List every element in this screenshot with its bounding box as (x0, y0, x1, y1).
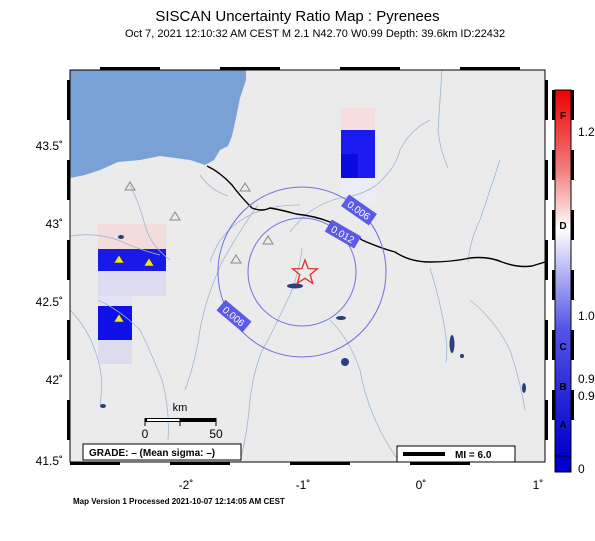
lat-tick: 42.5˚ (36, 295, 63, 309)
uncertainty-grid (98, 108, 375, 364)
colorbar-value: 0.9 (578, 389, 595, 403)
grid-cell (98, 296, 132, 306)
scale-zero: 0 (142, 427, 149, 441)
contour-outer (217, 186, 387, 358)
svg-text:MI = 6.0: MI = 6.0 (455, 450, 492, 461)
grid-cell (341, 108, 375, 130)
station-markers (124, 181, 274, 264)
rivers (70, 70, 526, 462)
lon-tick: -1˚ (296, 478, 311, 492)
station-markers-active (113, 254, 155, 323)
lon-tick: -2˚ (179, 478, 194, 492)
colorbar-value: 0.9 (578, 372, 595, 386)
grid-cell (341, 178, 375, 202)
triangle-icon (239, 182, 251, 192)
lat-tick: 42˚ (46, 373, 63, 387)
grid-cell (341, 154, 358, 178)
longitude-axis: -2˚ -1˚ 0˚ 1˚ (179, 478, 544, 492)
lon-tick: 1˚ (533, 478, 544, 492)
lake (341, 358, 349, 366)
event-summary: Oct 7, 2021 12:10:32 AM CEST M 2.1 N42.7… (124, 28, 506, 40)
lat-tick: 43˚ (46, 217, 63, 231)
triangle-icon (113, 313, 125, 323)
triangle-icon (113, 254, 125, 264)
colorbar-value: 1.0 (578, 309, 595, 323)
colorbar-value: 0 (578, 462, 585, 476)
triangle-icon (143, 257, 155, 267)
mi-legend: MI = 6.0 (396, 445, 516, 462)
lake (449, 335, 455, 353)
grid-cell (98, 306, 132, 340)
grade-box: GRADE: – (Mean sigma: –) (82, 443, 242, 461)
map-version-footer: Map Version 1 Processed 2021-10-07 12:14… (73, 497, 285, 506)
uncertainty-contours (217, 186, 387, 358)
map-title: SISCAN Uncertainty Ratio Map : Pyrenees (155, 8, 440, 25)
lat-tick: 43.5˚ (36, 139, 63, 153)
colorbar-letter: B (559, 382, 566, 393)
contour-inner (247, 217, 357, 327)
colorbar-value: 1.2 (578, 125, 595, 139)
scale-max: 50 (209, 427, 223, 441)
grid-cell (98, 249, 166, 271)
lake (118, 235, 124, 239)
star-icon (290, 258, 320, 285)
colorbar-letter: A (559, 420, 566, 431)
latitude-axis: 43.5˚ 43˚ 42.5˚ 42˚ 41.5˚ (36, 139, 63, 468)
grid-cell (98, 340, 132, 364)
lat-tick: 41.5˚ (36, 454, 63, 468)
scale-unit: km (173, 402, 188, 414)
colorbar: F D C B A 1.2 1.0 0.9 0.9 0 (552, 89, 595, 476)
colorbar-letter: D (559, 221, 566, 232)
triangle-icon (169, 211, 181, 221)
scale-bar: km 0 50 (142, 402, 223, 441)
triangle-icon (230, 254, 242, 264)
lake (100, 404, 106, 408)
svg-text:GRADE: – (Mean sigma: –): GRADE: – (Mean sigma: –) (89, 448, 215, 459)
map-frame (67, 67, 548, 465)
lake (522, 383, 526, 393)
lon-tick: 0˚ (416, 478, 427, 492)
sea-area (70, 70, 246, 178)
triangle-icon (262, 235, 274, 245)
lake (460, 354, 464, 358)
colorbar-min-swatch (554, 455, 572, 473)
triangle-icon (124, 181, 136, 191)
lake (287, 283, 303, 289)
colorbar-letter: C (559, 342, 566, 353)
lake (336, 316, 346, 320)
grid-cell (98, 270, 166, 296)
colorbar-letter: F (560, 111, 566, 122)
